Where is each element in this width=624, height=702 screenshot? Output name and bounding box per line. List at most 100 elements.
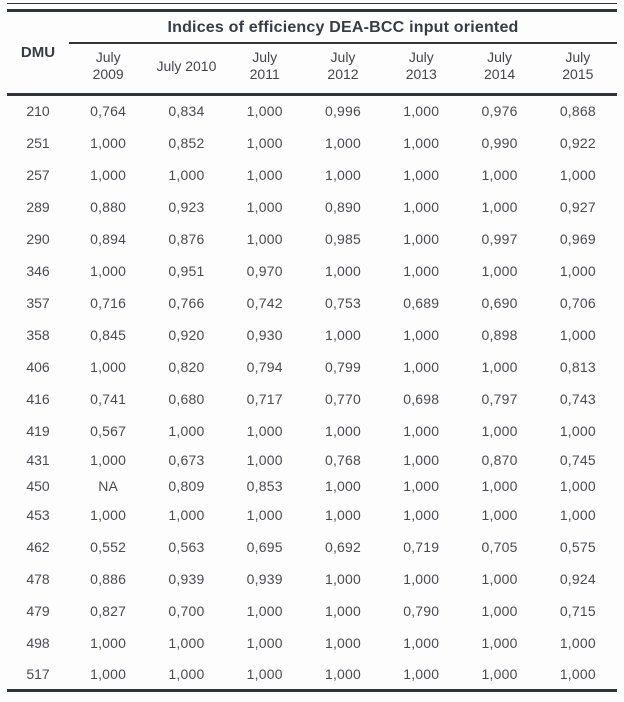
efficiency-value-cell: 0,845 [90,326,127,343]
efficiency-value-cell: 1,000 [168,634,205,651]
table-row: 289 0,880 0,923 1,000 0,890 1,000 1,000 0,927 [7,191,617,223]
efficiency-value-cell: 1,000 [324,634,361,651]
table-row: 357 0,716 0,766 0,742 0,753 0,689 0,690 0,706 [7,287,617,319]
efficiency-value-cell: 0,880 [90,198,127,215]
efficiency-value-cell: 0,745 [559,451,596,468]
efficiency-value-cell: 1,000 [403,166,440,183]
top-thin-rule [7,3,617,4]
efficiency-value-cell: 0,820 [168,358,205,375]
year-column-header: July 2011 [225,43,304,96]
table-row: 346 1,000 0,951 0,970 1,000 1,000 1,000 1,000 [7,255,617,287]
efficiency-value-cell: 0,898 [481,326,518,343]
efficiency-value-cell: 1,000 [324,134,361,151]
efficiency-value-cell: 1,000 [559,506,596,523]
dmu-cell: 251 [26,134,50,151]
efficiency-value-cell: 1,000 [481,506,518,523]
efficiency-value-cell: 1,000 [559,326,596,343]
efficiency-value-cell: 1,000 [90,506,127,523]
efficiency-value-cell: 0,996 [324,103,361,120]
efficiency-value-cell: 0,868 [559,103,596,120]
dmu-cell: 416 [26,390,50,407]
efficiency-value-cell: 1,000 [168,665,205,682]
efficiency-value-cell: 0,834 [168,103,205,120]
year-column-header: July 2015 [538,43,617,96]
efficiency-value-cell: 0,700 [168,602,205,619]
efficiency-value-cell: 1,000 [403,570,440,587]
efficiency-value-cell: 1,000 [168,422,205,439]
efficiency-value-cell: 0,575 [559,538,596,555]
efficiency-value-cell: 0,743 [559,390,596,407]
dmu-cell: 453 [26,506,50,523]
table-header: DMU Indices of efficiency DEA-BCC input … [7,12,617,96]
efficiency-value-cell: 0,870 [481,451,518,468]
efficiency-value-cell: 1,000 [90,358,127,375]
efficiency-value-cell: 0,794 [246,358,283,375]
efficiency-table: DMU Indices of efficiency DEA-BCC input … [7,12,617,692]
table-row: 431 1,000 0,673 1,000 0,768 1,000 0,870 0,745 [7,447,617,473]
efficiency-value-cell: 1,000 [246,451,283,468]
efficiency-value-cell: 1,000 [324,422,361,439]
efficiency-value-cell: 1,000 [481,358,518,375]
efficiency-value-cell: 1,000 [481,477,518,494]
efficiency-value-cell: 1,000 [403,103,440,120]
efficiency-value-cell: 1,000 [481,166,518,183]
dmu-cell: 450 [26,477,50,494]
efficiency-value-cell: 0,797 [481,390,518,407]
year-column-header: July 2014 [460,43,539,96]
efficiency-value-cell: 1,000 [246,665,283,682]
dmu-cell: 257 [26,166,50,183]
efficiency-value-cell: 0,719 [403,538,440,555]
dmu-cell: 517 [26,665,50,682]
efficiency-value-cell: 1,000 [246,166,283,183]
efficiency-value-cell: 0,939 [246,570,283,587]
efficiency-value-cell: 1,000 [481,602,518,619]
efficiency-value-cell: 1,000 [403,198,440,215]
efficiency-value-cell: 0,922 [559,134,596,151]
year-column-header: July 2009 [69,43,148,96]
table-title: Indices of efficiency DEA-BCC input orie… [69,12,617,44]
table-row: 416 0,741 0,680 0,717 0,770 0,698 0,797 0,743 [7,383,617,415]
efficiency-value-cell: 1,000 [403,262,440,279]
table-row: 358 0,845 0,920 0,930 1,000 1,000 0,898 1,000 [7,319,617,351]
efficiency-value-cell: 0,790 [403,602,440,619]
table-row: 290 0,894 0,876 1,000 0,985 1,000 0,997 0,969 [7,223,617,255]
year-column-header: July 2010 [147,43,226,96]
efficiency-value-cell: 0,924 [559,570,596,587]
title-row: DMU Indices of efficiency DEA-BCC input … [7,12,617,96]
efficiency-value-cell: NA [98,477,119,494]
efficiency-value-cell: 0,673 [168,451,205,468]
dmu-cell: 357 [26,294,50,311]
efficiency-value-cell: 1,000 [403,326,440,343]
efficiency-value-cell: 0,969 [559,230,596,247]
efficiency-value-cell: 1,000 [559,665,596,682]
efficiency-value-cell: 1,000 [481,665,518,682]
efficiency-value-cell: 1,000 [559,262,596,279]
table-row: 478 0,886 0,939 0,939 1,000 1,000 1,000 0,924 [7,563,617,595]
table-row: 517 1,000 1,000 1,000 1,000 1,000 1,000 1,000 [7,659,617,691]
efficiency-value-cell: 1,000 [559,422,596,439]
efficiency-value-cell: 1,000 [403,230,440,247]
efficiency-value-cell: 0,705 [481,538,518,555]
efficiency-value-cell: 0,741 [90,390,127,407]
efficiency-value-cell: 1,000 [403,134,440,151]
efficiency-value-cell: 0,920 [168,326,205,343]
efficiency-value-cell: 1,000 [246,134,283,151]
dmu-cell: 419 [26,422,50,439]
efficiency-value-cell: 0,853 [246,477,283,494]
efficiency-value-cell: 0,717 [246,390,283,407]
efficiency-value-cell: 1,000 [403,422,440,439]
efficiency-value-cell: 1,000 [246,602,283,619]
table-row: 406 1,000 0,820 0,794 0,799 1,000 1,000 0,813 [7,351,617,383]
efficiency-value-cell: 0,894 [90,230,127,247]
efficiency-value-cell: 0,680 [168,390,205,407]
efficiency-value-cell: 0,827 [90,602,127,619]
efficiency-value-cell: 1,000 [324,570,361,587]
efficiency-value-cell: 1,000 [481,422,518,439]
dmu-cell: 358 [26,326,50,343]
efficiency-value-cell: 1,000 [403,506,440,523]
efficiency-value-cell: 0,690 [481,294,518,311]
efficiency-value-cell: 0,809 [168,477,205,494]
dmu-cell: 431 [26,451,50,468]
year-column-header: July 2012 [303,43,383,96]
efficiency-value-cell: 0,876 [168,230,205,247]
